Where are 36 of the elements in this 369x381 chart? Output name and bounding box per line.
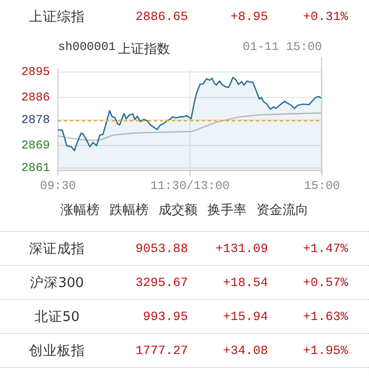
- text: 涨幅榜: [60, 202, 100, 219]
- text: 993.95: [142, 310, 188, 324]
- y-tick-label: 2878: [21, 113, 50, 128]
- text: +0.57%: [302, 276, 348, 290]
- text: +131.09: [214, 242, 268, 256]
- text: 3295.67: [134, 276, 188, 290]
- y-tick-label: 2869: [21, 138, 50, 152]
- y-tick-label: 2895: [21, 65, 50, 80]
- text: 成交额: [158, 202, 198, 219]
- text: +8.95: [229, 10, 268, 24]
- text: 跌幅榜: [110, 202, 148, 219]
- text: 资金流向: [256, 202, 308, 219]
- text: 9053.88: [134, 242, 188, 256]
- text: +1.47%: [302, 242, 348, 256]
- text: +15.94: [222, 310, 268, 324]
- text: +18.54: [222, 276, 268, 290]
- text: 创业板指: [28, 342, 86, 360]
- text: +1.95%: [302, 344, 348, 358]
- text: 上证综指: [28, 8, 86, 26]
- chart-title: 上证指数: [118, 41, 170, 57]
- text: sh000001: [58, 40, 116, 56]
- text: 北证50: [33, 308, 81, 326]
- text: 深证成指: [28, 240, 86, 258]
- text: 1777.27: [134, 344, 188, 358]
- text: 沪深300: [29, 274, 85, 292]
- text: +1.63%: [302, 310, 348, 324]
- text: 01-11 15:00: [242, 40, 322, 56]
- y-tick-label: 2861: [21, 160, 50, 175]
- x-tick-label: 09:30: [40, 178, 76, 193]
- text: +34.08: [222, 344, 268, 358]
- x-tick-label: 15:00: [304, 178, 340, 193]
- text: 2886.65: [134, 10, 188, 24]
- text: +0.31%: [302, 10, 348, 24]
- y-tick-label: 2886: [21, 90, 50, 105]
- text: 换手率: [208, 202, 246, 219]
- x-tick-label: 11:30/13:00: [150, 178, 230, 193]
